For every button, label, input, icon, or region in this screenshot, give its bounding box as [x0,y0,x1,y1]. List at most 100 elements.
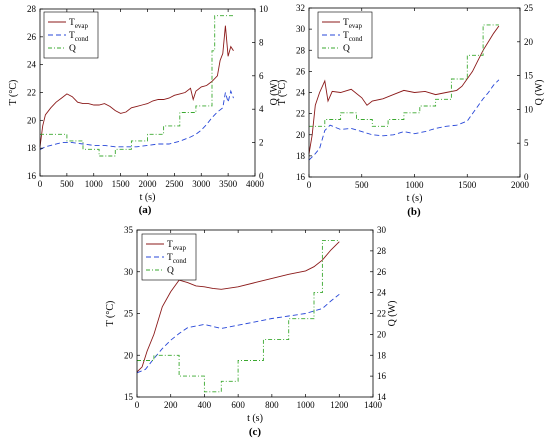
x-tick-label: 1500 [112,179,131,189]
y-left-tick-label: 28 [27,4,37,14]
x-tick-label: 500 [60,179,74,189]
series-evap-line [308,25,500,154]
series-cond-line [39,89,234,150]
series-Q-line [40,15,234,157]
series-cond-line [136,293,340,374]
x-tick-label: 1000 [406,180,425,190]
x-tick-label: 600 [231,400,245,410]
legend-label-cond: Tcond [69,31,89,43]
x-tick-label: 800 [265,400,279,410]
y-left-tick-label: 32 [296,3,305,13]
x-tick-label: 2000 [139,179,158,189]
x-tick-label: 2000 [511,180,530,190]
y-left-tick-label: 16 [27,171,37,181]
y-left-axis-label: T (°C) [277,80,288,106]
y-left-axis-label: T (°C) [105,301,116,327]
y-left-tick-label: 15 [124,392,134,402]
y-right-tick-label: 20 [377,329,387,339]
x-tick-label: 0 [307,180,312,190]
y-right-tick-label: 6 [259,71,264,81]
y-right-axis-label: Q (W) [387,301,398,327]
x-tick-label: 1500 [458,180,477,190]
series-evap-line [39,25,234,147]
panel-label: (c) [249,426,262,438]
x-axis-label: t (s) [247,413,263,424]
y-left-tick-label: 20 [27,115,37,125]
y-left-tick-label: 20 [124,350,134,360]
y-right-tick-label: 0 [524,172,529,182]
y-right-tick-label: 25 [524,3,534,13]
x-tick-label: 200 [164,400,178,410]
x-tick-label: 400 [198,400,212,410]
y-left-tick-label: 28 [296,45,306,55]
chart-b: 0 500 1000 1500 2000 16 18 20 22 24 26 28 30 32 0 5 10 15… [277,3,545,218]
legend-label-cond: Tcond [343,31,363,43]
y-right-tick-label: 10 [524,104,534,114]
y-left-tick-label: 24 [27,60,37,70]
y-right-tick-label: 20 [524,37,534,47]
x-tick-label: 1000 [297,400,316,410]
y-right-tick-label: 16 [377,371,387,381]
x-tick-label: 4000 [246,179,265,189]
y-left-tick-label: 30 [296,24,306,34]
legend-label-Q: Q [69,44,76,54]
y-right-axis-label: Q (W) [534,80,545,106]
series-Q-line [137,239,340,393]
legend-label-cond: Tcond [167,253,187,265]
y-right-tick-label: 22 [377,309,386,319]
y-left-tick-label: 20 [296,130,306,140]
x-tick-label: 3500 [219,179,238,189]
y-left-axis-label: T (°C) [8,80,19,106]
series-Q-line [309,24,499,127]
x-tick-label: 2500 [165,179,184,189]
y-left-tick-label: 18 [27,143,37,153]
chart-a: 0 500 1000 1500 2000 2500 3000 3500 400016182022… [8,4,280,216]
legend-label-evap: Tevap [343,18,363,30]
y-left-tick-label: 18 [296,151,306,161]
y-left-tick-label: 26 [296,66,306,76]
x-tick-label: 0 [38,179,43,189]
y-left-tick-label: 22 [27,88,36,98]
x-tick-label: 1400 [364,400,383,410]
y-left-tick-label: 30 [124,267,134,277]
y-left-tick-label: 26 [27,32,37,42]
y-right-axis-label: Q (W) [269,80,280,106]
y-right-tick-label: 8 [259,37,264,47]
legend-label-Q: Q [167,266,174,276]
legend-label-Q: Q [343,44,350,54]
y-right-tick-label: 5 [524,138,529,148]
y-right-tick-label: 2 [259,138,264,148]
y-left-tick-label: 25 [124,309,134,319]
y-left-tick-label: 35 [124,225,134,235]
y-right-tick-label: 18 [377,350,387,360]
legend-label-evap: Tevap [167,240,187,252]
y-right-tick-label: 15 [524,71,534,81]
y-right-tick-label: 28 [377,246,387,256]
y-left-tick-label: 24 [296,88,306,98]
y-right-tick-label: 14 [377,392,387,402]
y-left-tick-label: 22 [296,109,305,119]
y-right-tick-label: 24 [377,288,387,298]
legend-label-evap: Tevap [69,18,89,30]
y-right-tick-label: 4 [259,104,264,114]
x-tick-label: 1000 [85,179,104,189]
x-tick-label: 500 [355,180,369,190]
panel-label: (a) [139,204,152,216]
chart-c: 0 200 400 600 800 1000 1200 1400 15 20 25 30 35 14 16 1… [105,225,398,438]
panel-label: (b) [407,206,421,218]
x-axis-label: t (s) [407,193,423,204]
x-tick-label: 3000 [192,179,211,189]
y-right-tick-label: 30 [377,225,387,235]
x-tick-label: 1200 [330,400,349,410]
y-right-tick-label: 10 [259,4,269,14]
x-tick-label: 0 [135,400,140,410]
series-evap-line [136,241,340,373]
x-axis-label: t (s) [140,192,156,203]
series-cond-line [308,79,500,161]
y-left-tick-label: 16 [296,172,306,182]
y-right-tick-label: 26 [377,267,387,277]
